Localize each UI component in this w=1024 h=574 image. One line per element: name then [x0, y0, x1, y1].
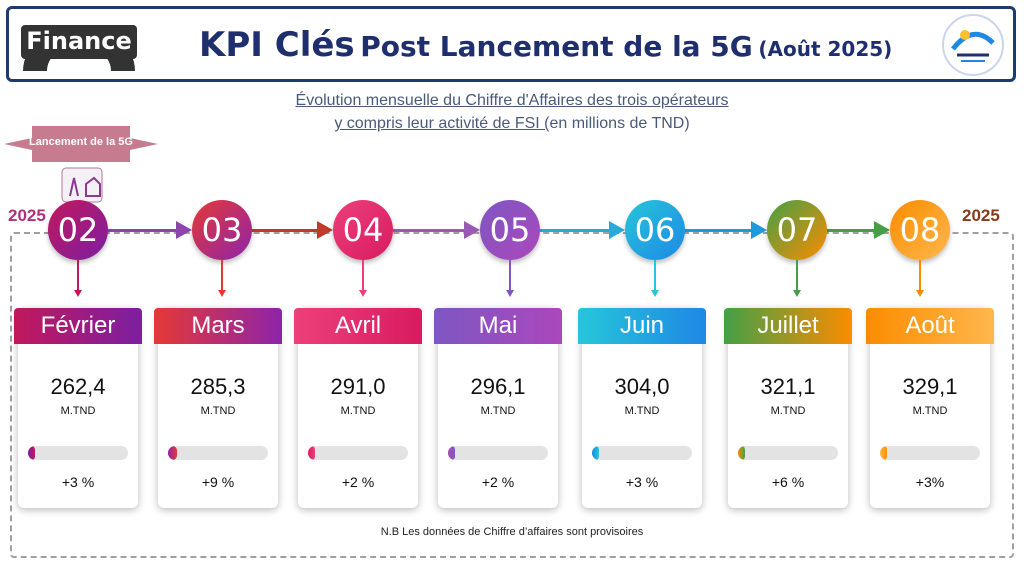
month-card: Juillet 321,1 M.TND +6 % [724, 308, 852, 508]
revenue-value: 285,3 [190, 374, 246, 399]
growth-percent: +9 % [201, 474, 235, 490]
growth-progress-fill [880, 446, 887, 460]
arrow-down-icon [506, 290, 514, 297]
year-start-label: 2025 [8, 206, 46, 225]
timeline-connector [108, 229, 178, 232]
month-card: Mai 296,1 M.TND +2 % [434, 308, 562, 508]
revenue-unit: M.TND [480, 405, 516, 417]
month-number-circle: 04 [333, 200, 393, 260]
timeline-connector [393, 229, 466, 232]
revenue-unit: M.TND [624, 405, 660, 417]
month-name: Février [14, 308, 142, 344]
finance-label: Finance [26, 27, 132, 55]
revenue-unit: M.TND [770, 405, 806, 417]
month-number-circle: 02 [48, 200, 108, 260]
arrow-right-icon [464, 221, 480, 239]
timeline-drop-line [221, 260, 223, 292]
launch-5g-label: Lancement de la 5G [29, 136, 133, 148]
arrow-right-icon [176, 221, 192, 239]
growth-progress-fill [738, 446, 745, 460]
timeline-drop-line [362, 260, 364, 292]
timeline-drop-line [919, 260, 921, 292]
provisional-note: N.B Les données de Chiffre d’affaires so… [380, 526, 644, 538]
revenue-value: 304,0 [614, 374, 670, 399]
month-card: Juin 304,0 M.TND +3 % [578, 308, 706, 508]
arrow-right-icon [317, 221, 333, 239]
timeline-drop-line [796, 260, 798, 292]
growth-percent: +3 % [61, 474, 95, 490]
timeline-drop-line [77, 260, 79, 292]
growth-percent: +6 % [771, 474, 805, 490]
subtitle-line-1: Évolution mensuelle du Chiffre d'Affaire… [295, 92, 729, 109]
growth-progress-bar [308, 446, 408, 460]
regulator-logo-icon [941, 13, 1005, 77]
timeline-drop-line [509, 260, 511, 292]
arrow-down-icon [916, 290, 924, 297]
launch-5g-badge: Lancement de la 5G [2, 122, 160, 166]
timeline-connector [540, 229, 611, 232]
month-number-circle: 03 [192, 200, 252, 260]
arrow-down-icon [218, 290, 226, 297]
revenue-unit: M.TND [60, 405, 96, 417]
arrow-right-icon [874, 221, 890, 239]
month-name: Juillet [724, 308, 852, 344]
month-name: Juin [578, 308, 706, 344]
revenue-value: 291,0 [330, 374, 386, 399]
month-name: Mai [434, 308, 562, 344]
timeline-connector [252, 229, 319, 232]
growth-progress-fill [308, 446, 315, 460]
arrow-down-icon [793, 290, 801, 297]
month-name: Mars [154, 308, 282, 344]
revenue-unit: M.TND [912, 405, 948, 417]
arrow-down-icon [359, 290, 367, 297]
month-number-circle: 08 [890, 200, 950, 260]
growth-progress-bar [28, 446, 128, 460]
growth-percent: +3 % [625, 474, 659, 490]
revenue-value: 329,1 [902, 374, 958, 399]
growth-percent: +2 % [341, 474, 375, 490]
month-number-circle: 07 [767, 200, 827, 260]
arrow-down-icon [74, 290, 82, 297]
growth-progress-fill [168, 446, 177, 460]
revenue-value: 296,1 [470, 374, 526, 399]
growth-progress-fill [28, 446, 35, 460]
timeline-connector [685, 229, 753, 232]
title-date: (Août 2025) [758, 37, 893, 61]
growth-progress-bar [448, 446, 548, 460]
revenue-unit: M.TND [200, 405, 236, 417]
growth-percent: +2 % [481, 474, 515, 490]
month-name: Août [866, 308, 994, 344]
title-kpi: KPI Clés [199, 25, 355, 65]
year-end-label: 2025 [962, 206, 1000, 225]
growth-percent: +3% [915, 474, 945, 490]
month-card: Février 262,4 M.TND +3 % [14, 308, 142, 508]
arrow-right-icon [751, 221, 767, 239]
revenue-value: 262,4 [50, 374, 106, 399]
timeline-drop-line [654, 260, 656, 292]
page-title: KPI Clés Post Lancement de la 5G (Août 2… [199, 25, 892, 65]
revenue-value: 321,1 [760, 374, 816, 399]
subtitle-line-2: y compris leur activité de FSI (en milli… [334, 115, 690, 132]
growth-progress-bar [880, 446, 980, 460]
month-name: Avril [294, 308, 422, 344]
growth-progress-bar [592, 446, 692, 460]
growth-progress-bar [738, 446, 838, 460]
network-tower-icon [60, 166, 104, 204]
title-main: Post Lancement de la 5G [360, 30, 753, 63]
growth-progress-fill [448, 446, 455, 460]
revenue-unit: M.TND [340, 405, 376, 417]
arrow-right-icon [609, 221, 625, 239]
timeline-connector [827, 229, 876, 232]
arrow-down-icon [651, 290, 659, 297]
month-number-circle: 05 [480, 200, 540, 260]
month-card: Août 329,1 M.TND +3% [866, 308, 994, 508]
month-card: Avril 291,0 M.TND +2 % [294, 308, 422, 508]
header-bar: Finance KPI Clés Post Lancement de la 5G… [6, 6, 1016, 82]
month-number-circle: 06 [625, 200, 685, 260]
growth-progress-fill [592, 446, 599, 460]
month-card: Mars 285,3 M.TND +9 % [154, 308, 282, 508]
finance-badge: Finance [19, 21, 139, 75]
growth-progress-bar [168, 446, 268, 460]
